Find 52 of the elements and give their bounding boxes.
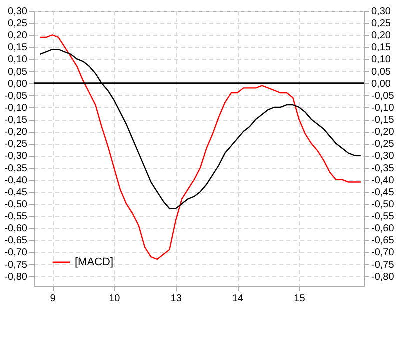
y-tick-label: -0,05 — [4, 90, 28, 102]
y-tick-label: -0,75 — [4, 260, 28, 271]
y2-tick-label: 0,30 — [372, 6, 392, 18]
y2-tick-label: -0,05 — [372, 90, 395, 102]
y2-tick-label: -0,30 — [372, 151, 395, 162]
y2-tick-label: -0,80 — [372, 272, 395, 283]
y2-tick-label: 0,20 — [372, 30, 392, 42]
y2-tick-label: -0,70 — [372, 248, 395, 259]
y2-tick-label: -0,20 — [372, 127, 395, 138]
x-tick-label: 15 — [294, 294, 306, 304]
y-tick-label: -0,40 — [4, 175, 28, 186]
y2-tick-label: 0,00 — [372, 78, 392, 90]
y-tick-label: -0,10 — [4, 102, 28, 114]
y-tick-label: -0,80 — [4, 272, 28, 283]
y2-tick-label: -0,55 — [372, 212, 395, 223]
y-tick-label: 0,15 — [8, 42, 28, 54]
y2-tick-label: -0,50 — [372, 199, 395, 210]
y2-tick-label: -0,75 — [372, 260, 395, 271]
y-tick-label: 0,00 — [8, 78, 28, 90]
y-tick-label: -0,60 — [4, 224, 28, 235]
x-tick-label: 13 — [170, 294, 182, 304]
y-tick-label: 0,10 — [8, 54, 28, 66]
y2-tick-label: -0,45 — [372, 187, 395, 198]
y-tick-label: 0,30 — [8, 6, 28, 18]
legend-label: [MACD] — [75, 256, 114, 268]
y2-tick-label: -0,25 — [372, 139, 395, 150]
y2-tick-label: -0,10 — [372, 102, 395, 114]
x-tick-label: 9 — [50, 294, 56, 304]
y-tick-label: -0,35 — [4, 163, 28, 174]
y2-tick-label: -0,35 — [372, 163, 395, 174]
y2-tick-label: -0,40 — [372, 175, 395, 186]
y2-tick-label: 0,15 — [372, 42, 392, 54]
y-tick-label: -0,20 — [4, 127, 28, 138]
y-tick-label: -0,50 — [4, 199, 28, 210]
y-tick-label: -0,70 — [4, 248, 28, 259]
y-tick-label: -0,65 — [4, 236, 28, 247]
y-tick-label: 0,25 — [8, 18, 28, 30]
y-tick-label: -0,30 — [4, 151, 28, 162]
y-tick-label: -0,45 — [4, 187, 28, 198]
y2-tick-label: -0,65 — [372, 236, 395, 247]
y2-tick-label: 0,05 — [372, 66, 392, 78]
y-tick-label: 0,20 — [8, 30, 28, 42]
y2-tick-label: -0,60 — [372, 224, 395, 235]
y-tick-label: 0,05 — [8, 66, 28, 78]
x-tick-label: 14 — [232, 294, 244, 304]
y-tick-label: -0,25 — [4, 139, 28, 150]
y2-tick-label: 0,10 — [372, 54, 392, 66]
y2-tick-label: 0,25 — [372, 18, 392, 30]
x-tick-label: 10 — [109, 294, 121, 304]
y-tick-label: -0,15 — [4, 115, 28, 126]
y-tick-label: -0,55 — [4, 212, 28, 223]
y2-tick-label: -0,15 — [372, 115, 395, 126]
